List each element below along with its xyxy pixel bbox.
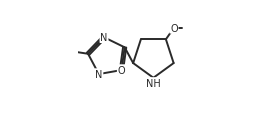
Text: O: O bbox=[170, 24, 178, 34]
Text: N: N bbox=[95, 69, 103, 79]
Text: NH: NH bbox=[146, 78, 161, 88]
Text: O: O bbox=[118, 66, 125, 75]
Text: N: N bbox=[100, 33, 108, 43]
